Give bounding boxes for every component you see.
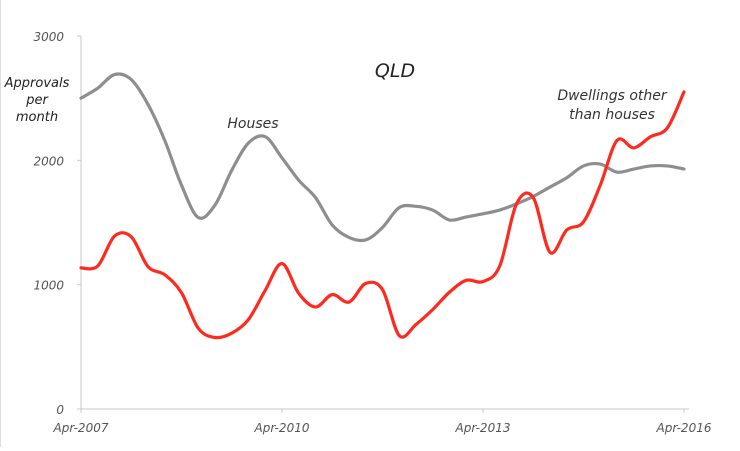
y-axis-label-line: month [16, 110, 58, 125]
x-tick-label: Apr-2013 [455, 421, 511, 435]
chart-title: QLD [375, 60, 415, 82]
series-lines [79, 72, 686, 340]
y-tick-label: 0 [56, 403, 64, 417]
houses-line [79, 72, 686, 243]
dwellings-series-label-line1: Dwellings other [557, 88, 668, 104]
x-tick-label: Apr-2016 [656, 421, 712, 435]
houses-series-label: Houses [227, 116, 278, 132]
dwellings-other-than-houses-line [79, 90, 686, 340]
y-axis-label: Approvals per month [4, 76, 70, 125]
y-tick-label: 3000 [33, 30, 64, 44]
axes: 0 1000 2000 3000 Apr-2007 Apr-2010 Apr-2013 Apr… [33, 30, 711, 435]
y-axis-label-line: Approvals [4, 76, 70, 91]
x-tick-label: Apr-2010 [254, 421, 310, 435]
y-tick-label: 1000 [33, 279, 64, 293]
y-tick-label: 2000 [33, 154, 64, 168]
dwellings-series-label-line2: than houses [569, 107, 655, 123]
y-axis-label-line: per [25, 93, 49, 108]
x-tick-label: Apr-2007 [53, 421, 109, 435]
